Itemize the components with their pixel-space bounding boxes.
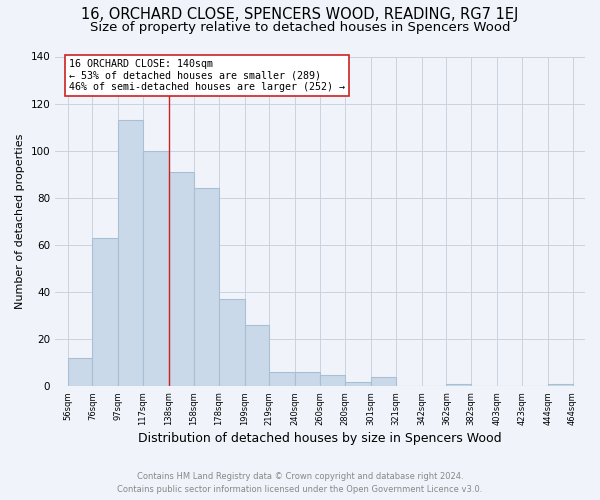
Text: Contains HM Land Registry data © Crown copyright and database right 2024.
Contai: Contains HM Land Registry data © Crown c… [118, 472, 482, 494]
Bar [118, 120, 143, 386]
Bar [548, 384, 572, 386]
Bar [269, 372, 295, 386]
Bar [169, 172, 194, 386]
Bar [345, 382, 371, 386]
Bar [194, 188, 218, 386]
Y-axis label: Number of detached properties: Number of detached properties [15, 134, 25, 309]
Text: 16 ORCHARD CLOSE: 140sqm
← 53% of detached houses are smaller (289)
46% of semi-: 16 ORCHARD CLOSE: 140sqm ← 53% of detach… [69, 59, 345, 92]
Bar [143, 150, 169, 386]
Bar [92, 238, 118, 386]
Bar [295, 372, 320, 386]
Bar [371, 377, 395, 386]
X-axis label: Distribution of detached houses by size in Spencers Wood: Distribution of detached houses by size … [138, 432, 502, 445]
Bar [245, 325, 269, 386]
Text: Size of property relative to detached houses in Spencers Wood: Size of property relative to detached ho… [90, 21, 510, 34]
Bar [68, 358, 92, 386]
Bar [320, 374, 345, 386]
Text: 16, ORCHARD CLOSE, SPENCERS WOOD, READING, RG7 1EJ: 16, ORCHARD CLOSE, SPENCERS WOOD, READIN… [82, 8, 518, 22]
Bar [446, 384, 471, 386]
Bar [218, 299, 245, 386]
